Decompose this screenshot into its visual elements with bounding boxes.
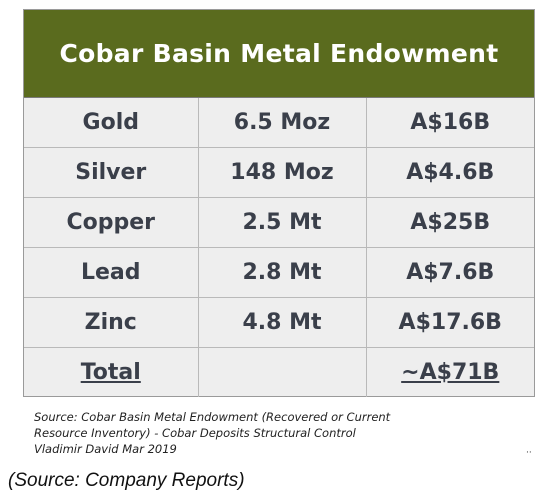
- quantity-cell: 4.8 Mt: [197, 297, 366, 348]
- table-row: Copper 2.5 Mt A$25B: [24, 197, 534, 248]
- source-note-line: Source: Cobar Basin Metal Endowment (Rec…: [34, 410, 391, 424]
- total-label: Total: [80, 360, 141, 385]
- total-value: ~A$71B: [401, 360, 500, 385]
- source-note-line: Resource Inventory) - Cobar Deposits Str…: [34, 426, 356, 440]
- table-title: Cobar Basin Metal Endowment: [59, 39, 499, 68]
- quantity-cell: 2.8 Mt: [197, 247, 366, 298]
- caption: (Source: Company Reports): [8, 470, 245, 491]
- table-row: Gold 6.5 Moz A$16B: [24, 98, 534, 148]
- metal-cell: Zinc: [24, 297, 198, 348]
- total-quantity-cell: [197, 347, 366, 397]
- endowment-table: Gold 6.5 Moz A$16B Silver 148 Moz A$4.6B…: [24, 98, 534, 397]
- resize-dots-icon: ··: [526, 448, 532, 458]
- value-cell: A$7.6B: [365, 247, 534, 298]
- total-label-cell: Total: [24, 347, 198, 397]
- metal-cell: Silver: [24, 147, 198, 198]
- total-value-cell: ~A$71B: [365, 347, 534, 397]
- quantity-cell: 6.5 Moz: [197, 98, 366, 148]
- total-row: Total ~A$71B: [24, 347, 534, 397]
- value-cell: A$16B: [365, 98, 534, 148]
- source-note: Source: Cobar Basin Metal Endowment (Rec…: [34, 409, 514, 457]
- table-row: Silver 148 Moz A$4.6B: [24, 147, 534, 198]
- value-cell: A$17.6B: [365, 297, 534, 348]
- table-row: Zinc 4.8 Mt A$17.6B: [24, 297, 534, 348]
- metal-cell: Lead: [24, 247, 198, 298]
- table-row: Lead 2.8 Mt A$7.6B: [24, 247, 534, 298]
- quantity-cell: 2.5 Mt: [197, 197, 366, 248]
- endowment-table-card: Cobar Basin Metal Endowment Gold 6.5 Moz…: [23, 9, 535, 397]
- quantity-cell: 148 Moz: [197, 147, 366, 198]
- value-cell: A$25B: [365, 197, 534, 248]
- source-note-line: Vladimir David Mar 2019: [34, 442, 177, 456]
- metal-cell: Gold: [82, 110, 139, 135]
- value-cell: A$4.6B: [365, 147, 534, 198]
- metal-cell: Copper: [24, 197, 198, 248]
- table-header: Cobar Basin Metal Endowment: [24, 10, 534, 98]
